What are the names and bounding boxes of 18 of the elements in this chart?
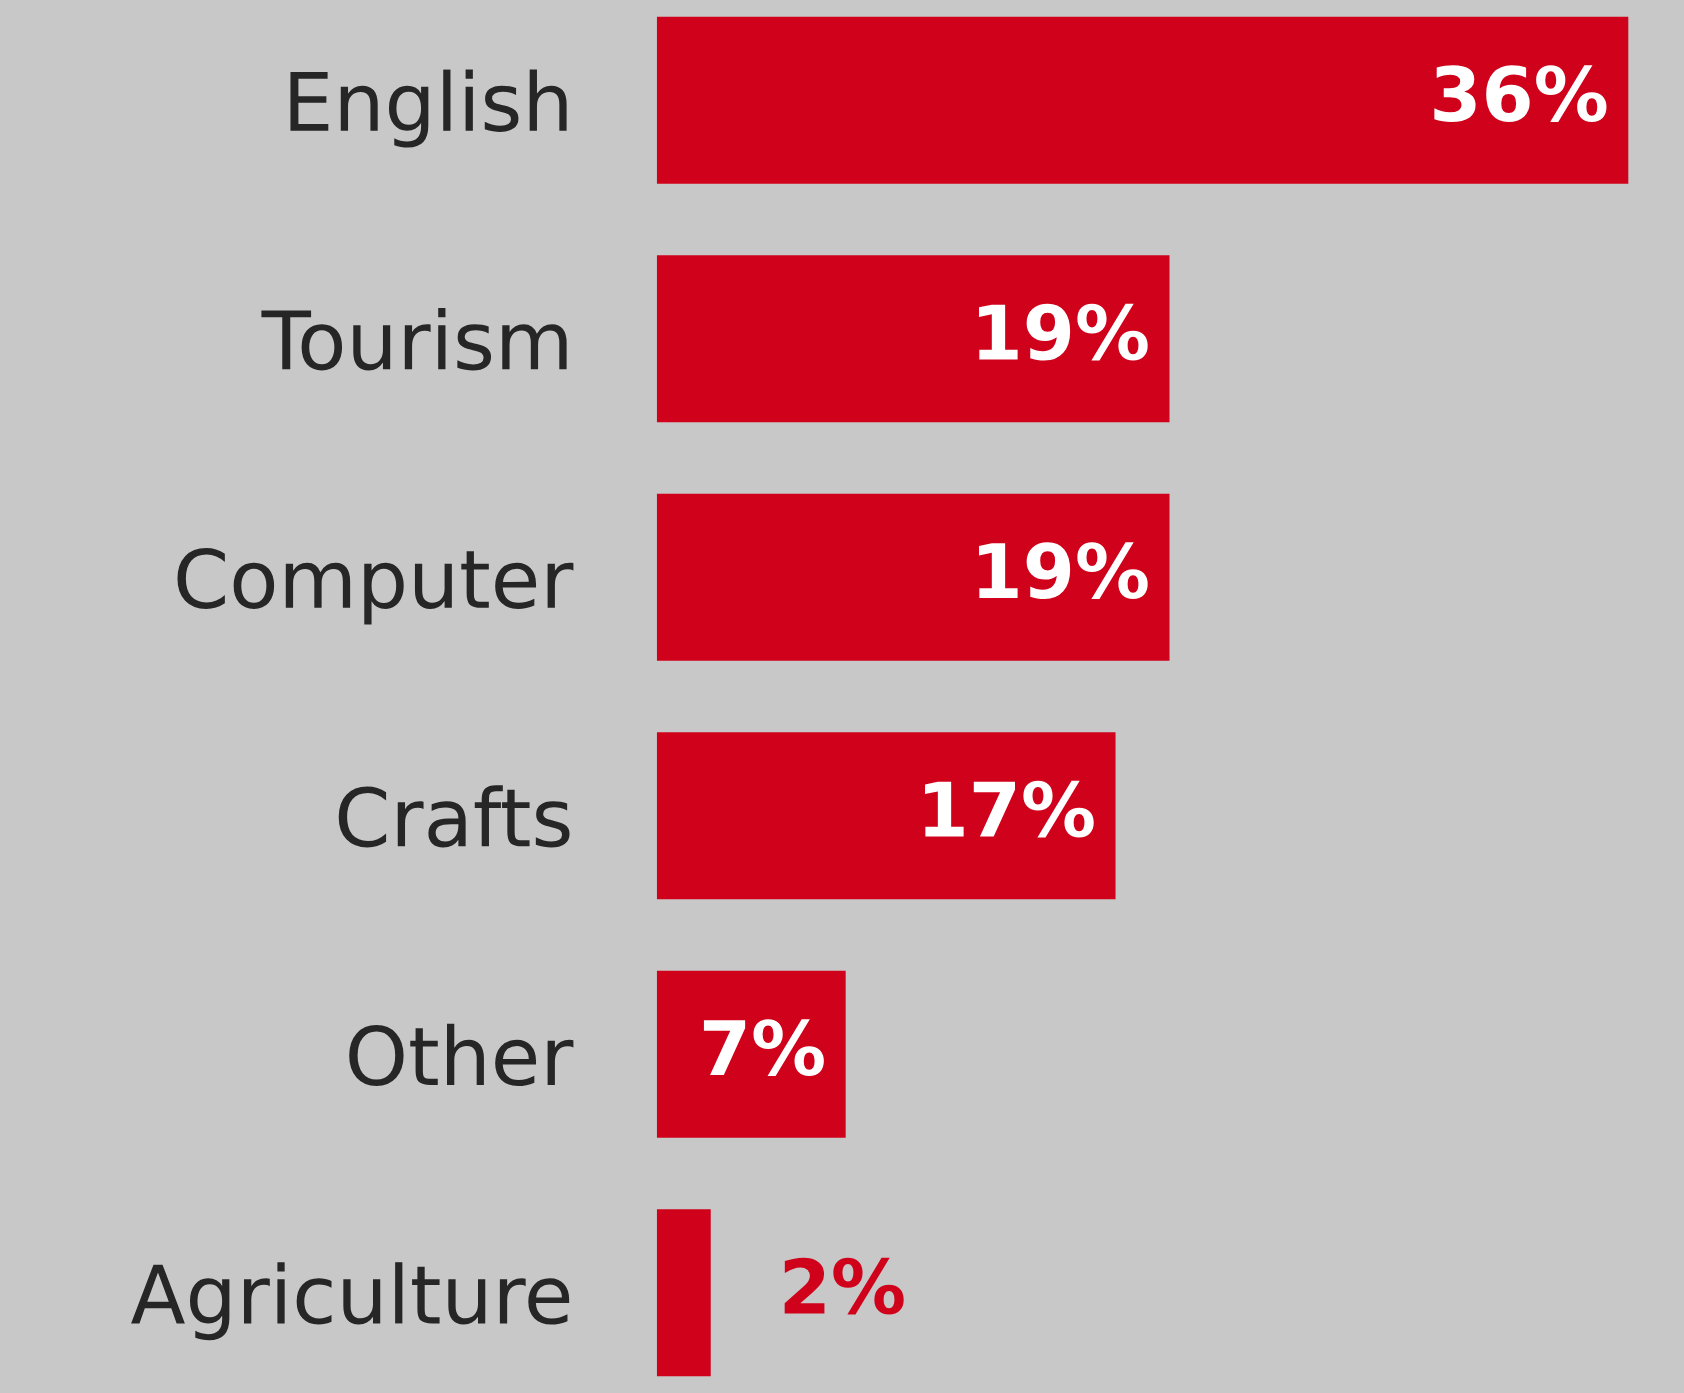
- data-label: 7%: [703, 1019, 824, 1077]
- y-tick-label: Agriculture: [131, 1262, 570, 1341]
- data-label: 36%: [1434, 65, 1607, 122]
- bar: [656, 493, 1170, 661]
- bar: [656, 16, 1629, 184]
- y-tick-label: Other: [349, 1023, 574, 1087]
- y-tick-label: Tourism: [261, 308, 567, 371]
- y-tick-label: Computer: [177, 548, 574, 625]
- data-label: 2%: [784, 1257, 904, 1315]
- data-label: 17%: [925, 780, 1094, 838]
- bar: [656, 732, 1116, 900]
- data-label: 19%: [979, 542, 1148, 599]
- bar: [656, 1209, 711, 1377]
- y-tick-label: English: [290, 69, 567, 148]
- y-tick-label: Crafts: [338, 785, 570, 848]
- bar: [656, 970, 846, 1138]
- data-label: 19%: [979, 303, 1148, 361]
- bar: [656, 255, 1170, 423]
